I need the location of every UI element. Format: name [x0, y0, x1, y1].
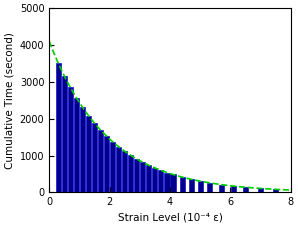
Bar	[207, 183, 212, 192]
Bar	[92, 123, 97, 192]
Bar	[80, 107, 85, 192]
Bar	[164, 173, 170, 192]
Bar	[128, 155, 133, 192]
Bar	[104, 136, 109, 192]
Bar	[189, 179, 194, 192]
Bar	[258, 188, 263, 192]
Bar	[62, 76, 67, 192]
Bar	[56, 63, 61, 192]
X-axis label: Strain Level (10⁻⁴ ε): Strain Level (10⁻⁴ ε)	[117, 213, 222, 223]
Bar	[110, 142, 115, 192]
Bar	[86, 116, 91, 192]
Bar	[140, 162, 145, 192]
Bar	[134, 159, 139, 192]
Bar	[231, 186, 236, 192]
Bar	[158, 170, 164, 192]
Bar	[68, 87, 73, 192]
Bar	[273, 189, 278, 192]
Bar	[74, 98, 79, 192]
Bar	[122, 151, 127, 192]
Bar	[152, 168, 157, 192]
Bar	[146, 165, 151, 192]
Bar	[116, 147, 121, 192]
Bar	[243, 187, 248, 192]
Bar	[98, 130, 103, 192]
Bar	[219, 185, 224, 192]
Y-axis label: Cumulative Time (second): Cumulative Time (second)	[4, 32, 14, 169]
Bar	[170, 175, 176, 192]
Bar	[179, 177, 185, 192]
Bar	[198, 181, 203, 192]
